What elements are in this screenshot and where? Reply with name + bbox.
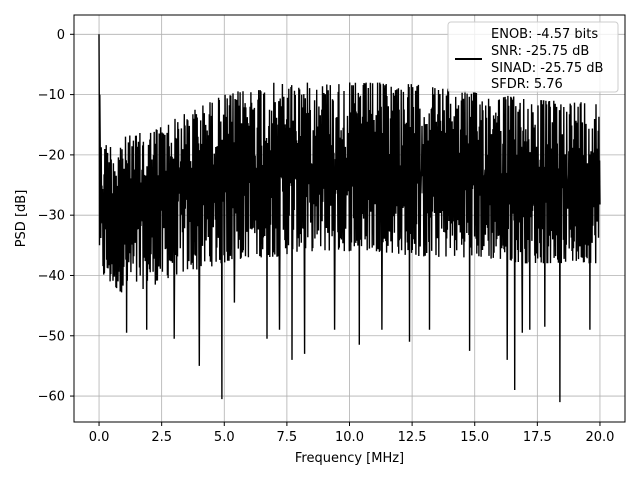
y-tick-label: −20: [38, 148, 65, 163]
y-tick-label: −40: [38, 269, 65, 284]
x-axis-label: Frequency [MHz]: [295, 451, 404, 466]
x-tick-label: 12.5: [398, 430, 427, 445]
x-tick-label: 20.0: [585, 430, 614, 445]
x-tick-label: 7.5: [277, 430, 298, 445]
y-axis-label: PSD [dB]: [14, 190, 29, 248]
y-tick-label: 0: [57, 28, 65, 43]
y-tick-label: −30: [38, 209, 65, 224]
y-tick-label: −60: [38, 390, 65, 405]
x-tick-label: 15.0: [460, 430, 489, 445]
y-tick-label: −10: [38, 88, 65, 103]
x-tick-label: 10.0: [335, 430, 364, 445]
x-tick-label: 5.0: [214, 430, 235, 445]
legend-entry-snr: SNR: -25.75 dB: [491, 44, 589, 59]
legend-entry-sinad: SINAD: -25.75 dB: [491, 61, 603, 76]
x-tick-label: 2.5: [151, 430, 172, 445]
psd-series: [98, 34, 601, 403]
legend-entry-enob: ENOB: -4.57 bits: [491, 27, 598, 42]
psd-line: [98, 34, 601, 403]
y-tick-label: −50: [38, 329, 65, 344]
legend: ENOB: -4.57 bits SNR: -25.75 dB SINAD: -…: [447, 21, 619, 93]
x-tick-label: 17.5: [523, 430, 552, 445]
y-axis-ticks: 0 −10 −20 −30 −40 −50 −60: [38, 28, 74, 405]
x-tick-label: 0.0: [89, 430, 110, 445]
legend-box: [447, 21, 619, 93]
x-axis-ticks: 0.0 2.5 5.0 7.5 10.0 12.5 15.0 17.5 20.0: [89, 422, 614, 445]
legend-entry-sfdr: SFDR: 5.76: [491, 77, 563, 92]
